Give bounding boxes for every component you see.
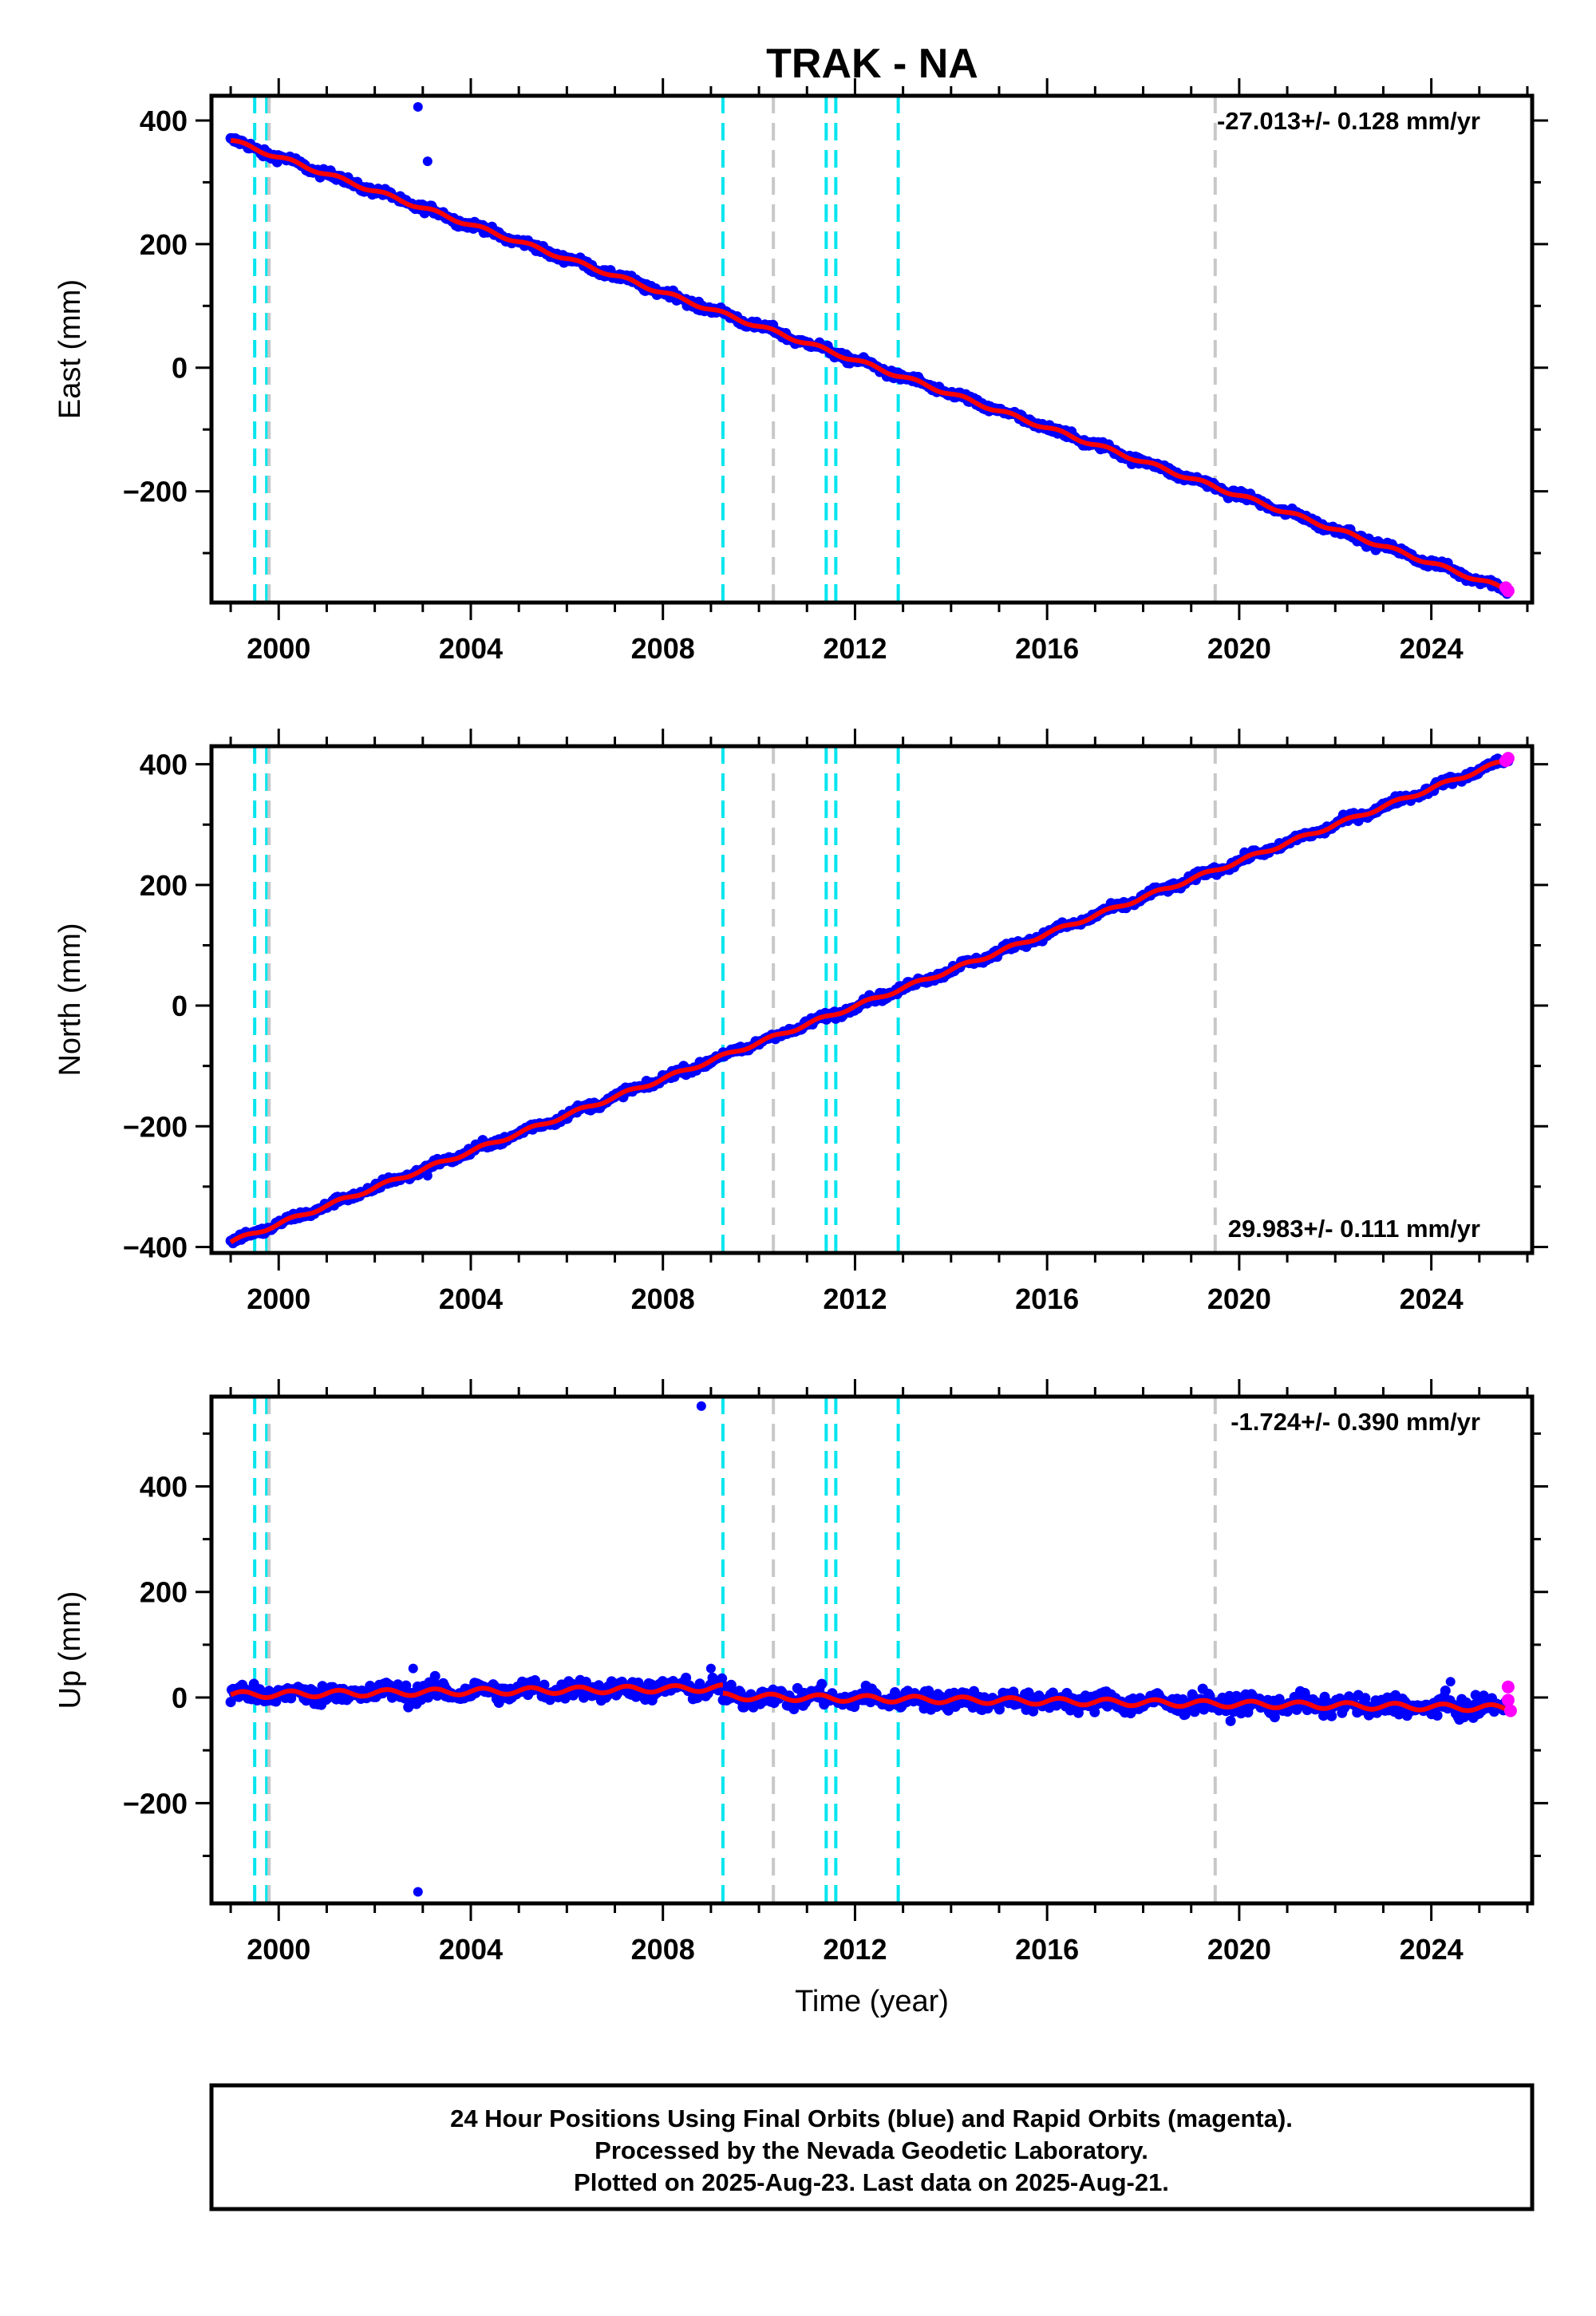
y-tick-label: 400 bbox=[140, 749, 188, 781]
y-axis-label: North (mm) bbox=[53, 923, 87, 1076]
footer-line-1: 24 Hour Positions Using Final Orbits (bl… bbox=[450, 2105, 1293, 2132]
chart-panels: 2000 2004 2008 2012 2016 2020 2024−2000200400E… bbox=[53, 78, 1548, 2018]
plot-area bbox=[225, 1397, 1517, 1903]
x-tick-label: 2020 bbox=[1207, 1282, 1271, 1315]
footer-line-2: Processed by the Nevada Geodetic Laborat… bbox=[595, 2136, 1148, 2164]
y-tick-label: 400 bbox=[140, 1470, 188, 1503]
x-tick-label: 2024 bbox=[1400, 1933, 1464, 1966]
model-fit-line bbox=[230, 137, 1510, 594]
rate-label: -27.013+/- 0.128 mm/yr bbox=[1217, 107, 1480, 135]
x-tick-label: 2024 bbox=[1400, 1282, 1464, 1315]
y-tick-label: 0 bbox=[172, 352, 188, 385]
y-tick-label: −200 bbox=[123, 1787, 188, 1820]
x-tick-label: 2016 bbox=[1015, 1282, 1079, 1315]
y-tick-label: 200 bbox=[140, 1576, 188, 1609]
y-axis-label: East (mm) bbox=[53, 279, 87, 419]
footer-box: 24 Hour Positions Using Final Orbits (bl… bbox=[209, 2083, 1535, 2211]
x-tick-label: 2008 bbox=[631, 1282, 695, 1315]
plot-area bbox=[225, 746, 1515, 1253]
x-tick-label: 2016 bbox=[1015, 1933, 1079, 1966]
rapid-orbit-point bbox=[1501, 1680, 1515, 1694]
x-tick-label: 2012 bbox=[823, 1282, 887, 1315]
x-tick-label: 2004 bbox=[439, 1282, 503, 1315]
rapid-orbit-point bbox=[1501, 584, 1515, 598]
final-orbit-series bbox=[225, 1670, 1514, 1726]
footer-border bbox=[209, 2083, 1535, 2211]
rapid-orbit-point bbox=[1501, 1694, 1515, 1707]
x-axis-label: Time (year) bbox=[795, 1985, 949, 2018]
y-tick-label: −400 bbox=[123, 1231, 188, 1263]
rapid-orbit-point bbox=[1503, 1704, 1517, 1717]
y-tick-label: 400 bbox=[140, 105, 188, 137]
panel-up: 2000 2004 2008 2012 2016 2020 2024 −200 0 200 400 U… bbox=[53, 1379, 1548, 2018]
y-tick-label: 200 bbox=[140, 228, 188, 261]
rapid-orbit-point bbox=[1501, 752, 1515, 765]
y-tick-label: −200 bbox=[123, 1110, 188, 1143]
x-tick-label: 2020 bbox=[1207, 1933, 1271, 1966]
outlier-point bbox=[408, 1663, 418, 1674]
x-tick-label: 2004 bbox=[439, 632, 503, 665]
x-tick-label: 2024 bbox=[1400, 632, 1464, 665]
final-orbit-points bbox=[225, 1670, 1514, 1726]
plot-frame bbox=[209, 93, 1535, 605]
x-tick-label: 2000 bbox=[247, 1933, 310, 1966]
y-tick-label: 200 bbox=[140, 869, 188, 902]
plot-frame bbox=[209, 744, 1535, 1255]
x-tick-label: 2012 bbox=[823, 632, 887, 665]
x-tick-label: 2000 bbox=[247, 1282, 310, 1315]
x-tick-label: 2008 bbox=[631, 1933, 695, 1966]
figure-title: TRAK - NA bbox=[766, 41, 978, 87]
x-tick-label: 2020 bbox=[1207, 632, 1271, 665]
model-fit-line bbox=[229, 758, 1509, 1244]
panel-north: 2000 2004 2008 2012 2016 2020 2024 −400 −200 0 200… bbox=[53, 729, 1548, 1315]
outlier-point bbox=[696, 1401, 706, 1411]
x-tick-label: 2000 bbox=[247, 632, 310, 665]
outlier-point bbox=[422, 1171, 433, 1181]
panel-east: 2000 2004 2008 2012 2016 2020 2024 −200 0 200 400 E… bbox=[53, 78, 1548, 665]
x-tick-label: 2012 bbox=[823, 1933, 887, 1966]
rate-label: -1.724+/- 0.390 mm/yr bbox=[1231, 1408, 1480, 1436]
y-axis-label: Up (mm) bbox=[53, 1591, 87, 1709]
y-tick-label: 0 bbox=[172, 1682, 188, 1714]
model-fit-line bbox=[229, 1682, 1509, 1713]
plot-frame bbox=[209, 1394, 1535, 1906]
x-tick-label: 2004 bbox=[439, 1933, 503, 1966]
outlier-point bbox=[413, 101, 423, 112]
outlier-point bbox=[1445, 1677, 1456, 1687]
rate-label: 29.983+/- 0.111 mm/yr bbox=[1228, 1215, 1480, 1243]
plot-area bbox=[225, 96, 1515, 603]
outlier-point bbox=[705, 1663, 716, 1674]
y-tick-label: −200 bbox=[123, 476, 188, 508]
footer-line-3: Plotted on 2025-Aug-23. Last data on 202… bbox=[574, 2168, 1169, 2196]
y-tick-label: 0 bbox=[172, 990, 188, 1022]
outlier-point bbox=[413, 1887, 423, 1897]
x-tick-label: 2016 bbox=[1015, 632, 1079, 665]
outlier-point bbox=[422, 156, 433, 167]
x-tick-label: 2008 bbox=[631, 632, 695, 665]
